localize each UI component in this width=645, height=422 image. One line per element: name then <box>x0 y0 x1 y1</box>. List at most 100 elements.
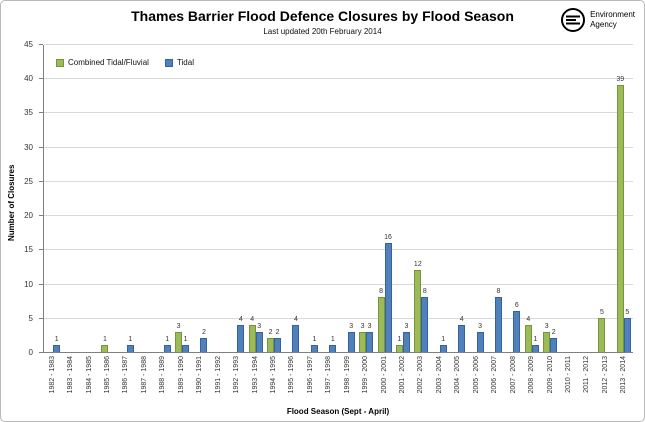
bar-value-label: 2 <box>268 329 273 337</box>
x-tick-label: 2008 - 2009 <box>528 356 536 394</box>
legend-item-combined-tidal-fluvial: Combined Tidal/Fluvial <box>56 58 149 67</box>
combined-tidal-fluvial-bar-slot: 1 <box>101 336 109 352</box>
bar-value-label: 3 <box>360 322 365 330</box>
x-tick-label: 1990 - 1991 <box>196 356 204 394</box>
bar-value-label: 1 <box>183 336 188 344</box>
bar-group: 2 <box>191 329 209 352</box>
x-label-cell: 2011 - 2012 <box>578 356 596 406</box>
bar-value-label: 4 <box>526 315 531 323</box>
bar-value-label: 3 <box>478 322 482 330</box>
environment-agency-logo-text: Environment Agency <box>590 10 635 29</box>
environment-agency-logo: Environment Agency <box>560 7 635 33</box>
x-tick-label: 2001 - 2002 <box>399 356 407 394</box>
combined-tidal-fluvial-bar: 4 <box>524 316 532 352</box>
tidal-bar: 2 <box>550 329 558 352</box>
tidal-bar-slot: 2 <box>200 329 208 352</box>
x-tick-label: 2004 - 2005 <box>454 356 462 394</box>
y-tick-mark <box>39 215 43 217</box>
combined-tidal-fluvial-bar-slot: 1 <box>395 336 403 352</box>
bar-value-label: 3 <box>544 322 549 330</box>
y-tick-label: 35 <box>24 108 33 118</box>
bar-value-label: 1 <box>397 336 402 344</box>
tidal-bar-slot: 1 <box>531 336 539 352</box>
bar-group: 1 <box>154 336 172 352</box>
x-label-cell: 1997 - 1998 <box>320 356 338 406</box>
combined-tidal-fluvial-bar: 39 <box>616 76 624 352</box>
x-label-cell: 2000 - 2001 <box>375 356 393 406</box>
bar-value-label: 3 <box>257 322 262 330</box>
x-label-cell: 2010 - 2011 <box>559 356 577 406</box>
x-label-cell: 1998 - 1999 <box>338 356 356 406</box>
bar-group: 4 <box>449 316 467 352</box>
combined-tidal-fluvial-bar-slot: 2 <box>267 329 275 352</box>
tidal-bar-slot: 4 <box>237 316 245 352</box>
y-tick-mark <box>39 249 43 251</box>
x-tick-label: 1986 - 1987 <box>122 356 130 394</box>
x-tick-label: 2007 - 2008 <box>509 356 517 394</box>
bar-value-label: 1 <box>102 336 107 344</box>
tidal-bar-slot: 1 <box>126 336 134 352</box>
combined-tidal-fluvial-bar-slot: 3 <box>175 323 183 352</box>
tidal-bar: 1 <box>163 336 171 352</box>
x-tick-label: 1992 - 1993 <box>233 356 241 394</box>
x-tick-label: 1984 - 1985 <box>85 356 93 394</box>
bar-value-label: 2 <box>551 329 556 337</box>
tidal-bar: 1 <box>53 336 61 352</box>
y-tick-label: 20 <box>24 211 33 221</box>
x-tick-label: 1987 - 1988 <box>140 356 148 394</box>
tidal-bar: 8 <box>494 288 502 352</box>
x-tick-label: 1993 - 1994 <box>251 356 259 394</box>
bar-group: 8 16 <box>375 234 393 352</box>
bar-group: 39 5 <box>615 76 633 352</box>
bar-value-label: 1 <box>312 336 317 344</box>
x-label-cell: 2002 - 2003 <box>412 356 430 406</box>
x-label-cell: 2001 - 2002 <box>393 356 411 406</box>
bar-group: 3 <box>467 323 485 352</box>
x-tick-label: 2000 - 2001 <box>380 356 388 394</box>
tidal-bar-slot: 16 <box>384 234 392 352</box>
tidal-bar: 1 <box>182 336 190 352</box>
tidal-bar: 3 <box>366 323 374 352</box>
tidal-bar-slot: 1 <box>439 336 447 352</box>
tidal-bar-slot: 4 <box>292 316 300 352</box>
tidal-bar: 3 <box>402 323 410 352</box>
bar-value-label: 1 <box>54 336 59 344</box>
x-label-cell: 2013 - 2014 <box>615 356 633 406</box>
x-label-cell: 1983 - 1984 <box>61 356 79 406</box>
x-axis-labels: 1982 - 1983 1983 - 1984 1984 - 1985 1985 - … <box>43 356 633 406</box>
bar-group: 1 <box>302 336 320 352</box>
x-tick-label: 1991 - 1992 <box>214 356 222 394</box>
tidal-bar-slot: 1 <box>310 336 318 352</box>
tidal-bar-slot: 1 <box>329 336 337 352</box>
bar-group: 8 <box>486 288 504 352</box>
x-label-cell: 2005 - 2006 <box>467 356 485 406</box>
tidal-bar: 3 <box>347 323 355 352</box>
x-tick-label: 1997 - 1998 <box>325 356 333 394</box>
bar-value-label: 12 <box>413 260 422 268</box>
bar-group: 5 <box>596 309 614 352</box>
bar-value-label: 2 <box>275 329 280 337</box>
combined-tidal-fluvial-bar-slot: 12 <box>414 261 422 352</box>
x-tick-label: 1985 - 1986 <box>104 356 112 394</box>
gridline <box>44 249 633 251</box>
y-tick-label: 40 <box>24 74 33 84</box>
x-label-cell: 1999 - 2000 <box>356 356 374 406</box>
x-tick-label: 1995 - 1996 <box>288 356 296 394</box>
y-tick-label: 10 <box>24 279 33 289</box>
bar-value-label: 4 <box>294 315 298 323</box>
x-tick-label: 2012 - 2013 <box>601 356 609 394</box>
chart-title: Thames Barrier Flood Defence Closures by… <box>131 8 514 24</box>
gridline <box>44 283 633 285</box>
y-tick-mark <box>39 180 43 182</box>
bar-value-label: 1 <box>128 336 133 344</box>
x-label-cell: 1989 - 1990 <box>172 356 190 406</box>
gridline <box>44 180 633 182</box>
y-tick-label: 15 <box>24 245 33 255</box>
y-tick-mark <box>39 112 43 114</box>
bar-group: 1 <box>320 336 338 352</box>
y-tick-mark <box>39 146 43 148</box>
x-label-cell: 1985 - 1986 <box>98 356 116 406</box>
